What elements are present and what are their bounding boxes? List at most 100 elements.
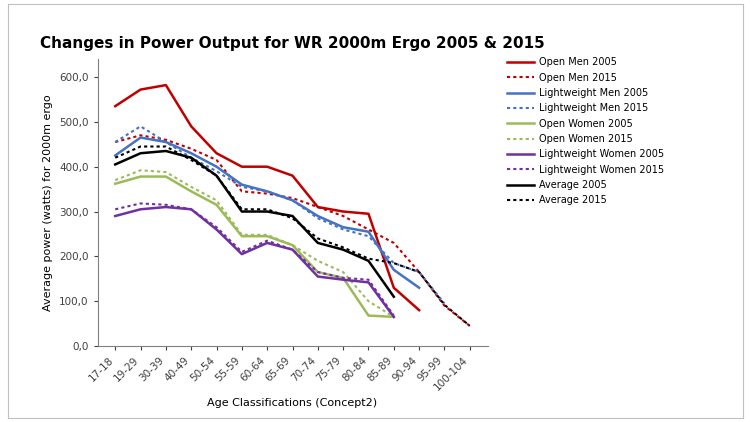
Open Men 2015 (237, 189, 246, 194)
Open Men 2015 (136, 133, 145, 138)
Lightweight Women 2015 (339, 275, 348, 280)
Lightweight Women 2015 (262, 238, 272, 243)
Line: Lightweight Men 2005: Lightweight Men 2005 (116, 138, 419, 288)
Lightweight Men 2015 (440, 301, 449, 306)
Open Men 2005 (111, 104, 120, 109)
Lightweight Men 2015 (161, 140, 170, 145)
Open Women 2005 (314, 270, 322, 275)
Open Women 2005 (212, 202, 221, 207)
Average 2015 (364, 256, 373, 261)
Lightweight Men 2015 (389, 260, 398, 265)
Average 2005 (262, 209, 272, 214)
Lightweight Men 2005 (314, 214, 322, 219)
Open Men 2015 (389, 241, 398, 246)
Open Men 2005 (187, 124, 196, 129)
Average 2005 (161, 149, 170, 154)
Lightweight Men 2015 (415, 270, 424, 275)
Open Men 2015 (111, 140, 120, 145)
Line: Lightweight Women 2015: Lightweight Women 2015 (116, 203, 394, 316)
Line: Open Men 2005: Open Men 2005 (116, 85, 419, 310)
Lightweight Men 2005 (237, 182, 246, 187)
Line: Lightweight Women 2005: Lightweight Women 2005 (116, 207, 394, 317)
Open Men 2015 (415, 270, 424, 275)
Open Women 2005 (136, 174, 145, 179)
Average 2005 (212, 173, 221, 178)
Open Women 2005 (339, 275, 348, 280)
Average 2015 (212, 173, 221, 178)
Lightweight Women 2015 (136, 201, 145, 206)
Lightweight Women 2005 (364, 280, 373, 285)
Lightweight Women 2015 (212, 225, 221, 230)
Open Women 2015 (161, 170, 170, 175)
Average 2005 (364, 258, 373, 263)
Y-axis label: Average power (watts) for 2000m ergo: Average power (watts) for 2000m ergo (44, 94, 53, 311)
Average 2005 (136, 151, 145, 156)
Open Men 2015 (465, 323, 474, 328)
Lightweight Men 2015 (212, 169, 221, 174)
Lightweight Men 2005 (339, 225, 348, 230)
Open Women 2015 (111, 178, 120, 183)
Open Women 2015 (339, 270, 348, 275)
Average 2015 (161, 144, 170, 149)
Open Men 2005 (415, 308, 424, 313)
Open Women 2015 (262, 232, 272, 237)
Lightweight Men 2015 (364, 234, 373, 239)
Open Women 2005 (187, 189, 196, 194)
Average 2015 (440, 302, 449, 307)
Lightweight Men 2005 (187, 151, 196, 156)
Line: Average 2015: Average 2015 (116, 146, 470, 326)
Open Men 2005 (212, 151, 221, 156)
Lightweight Women 2005 (389, 314, 398, 319)
Lightweight Women 2005 (212, 227, 221, 232)
Lightweight Women 2005 (111, 214, 120, 219)
Average 2015 (339, 245, 348, 250)
Average 2015 (415, 270, 424, 275)
Lightweight Women 2005 (262, 241, 272, 246)
Open Men 2015 (187, 146, 196, 151)
Lightweight Women 2005 (161, 205, 170, 210)
Open Men 2005 (237, 164, 246, 169)
Open Men 2005 (339, 209, 348, 214)
Lightweight Men 2005 (389, 267, 398, 272)
Average 2015 (389, 260, 398, 265)
Lightweight Men 2005 (212, 164, 221, 169)
Open Men 2005 (389, 285, 398, 290)
Line: Open Men 2015: Open Men 2015 (116, 135, 470, 326)
Open Women 2005 (389, 314, 398, 319)
Legend: Open Men 2005, Open Men 2015, Lightweight Men 2005, Lightweight Men 2015, Open W: Open Men 2005, Open Men 2015, Lightweigh… (503, 53, 668, 209)
Average 2015 (187, 157, 196, 162)
Lightweight Men 2015 (136, 124, 145, 129)
Open Women 2015 (136, 168, 145, 173)
Open Women 2015 (187, 184, 196, 189)
Lightweight Women 2015 (111, 207, 120, 212)
Open Women 2015 (237, 232, 246, 237)
Open Women 2005 (262, 234, 272, 239)
Average 2005 (237, 209, 246, 214)
Lightweight Women 2015 (364, 277, 373, 282)
Average 2015 (288, 216, 297, 221)
Open Men 2005 (262, 164, 272, 169)
Average 2015 (237, 207, 246, 212)
Average 2005 (288, 214, 297, 219)
Lightweight Women 2005 (314, 274, 322, 279)
Lightweight Women 2015 (187, 207, 196, 212)
Open Women 2015 (212, 198, 221, 203)
Open Men 2015 (314, 205, 322, 210)
Open Men 2005 (161, 83, 170, 88)
Open Women 2005 (161, 174, 170, 179)
Lightweight Men 2015 (237, 184, 246, 189)
Open Women 2015 (288, 243, 297, 248)
Lightweight Women 2005 (288, 247, 297, 252)
Open Women 2005 (237, 234, 246, 239)
Open Men 2015 (262, 191, 272, 196)
Lightweight Women 2015 (389, 313, 398, 318)
Lightweight Men 2005 (111, 153, 120, 158)
Open Men 2015 (212, 157, 221, 162)
Open Men 2005 (364, 211, 373, 216)
Lightweight Men 2015 (288, 198, 297, 203)
Lightweight Men 2015 (262, 189, 272, 194)
Lightweight Men 2005 (161, 140, 170, 145)
Average 2015 (314, 236, 322, 241)
Open Men 2015 (288, 195, 297, 200)
Open Men 2005 (314, 205, 322, 210)
